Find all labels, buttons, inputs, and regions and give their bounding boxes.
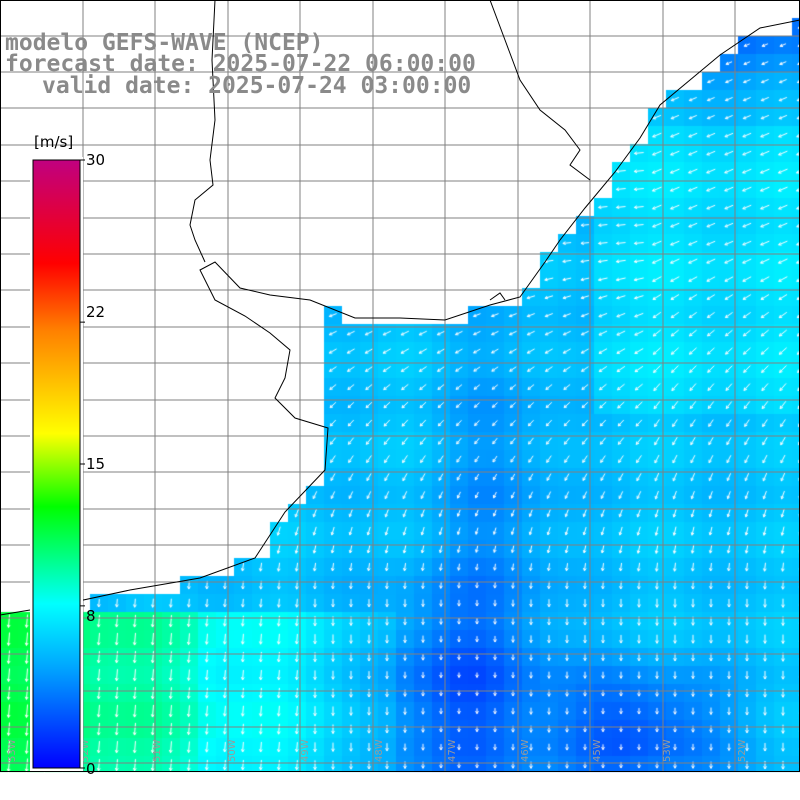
- colorbar-tick-22: 22: [86, 303, 106, 321]
- colorbar-tick-0: 0: [86, 760, 96, 778]
- map-frame: [0, 0, 800, 772]
- longitude-label: 53W: [7, 739, 18, 762]
- coastline: [0, 19, 800, 616]
- longitude-label: 48W: [374, 739, 385, 762]
- colorbar-tick-15: 15: [86, 455, 106, 473]
- country-border-west: [189, 0, 216, 263]
- longitude-label: 46W: [520, 739, 531, 762]
- colorbar: [32, 159, 81, 769]
- longitude-label: 50W: [227, 739, 238, 762]
- longitude-label: 52W: [80, 739, 91, 762]
- colorbar-tick-30: 30: [86, 151, 106, 169]
- longitude-label: 53W: [662, 739, 673, 762]
- longitude-label: 49W: [300, 739, 311, 762]
- model-title: modelo GEFS-WAVE (NCEP): [5, 30, 324, 56]
- forecast-date: forecast date: 2025-07-22 06:00:00: [5, 51, 476, 77]
- longitude-label: 45W: [592, 739, 603, 762]
- island-outline: [489, 292, 506, 301]
- longitude-label: 47W: [447, 739, 458, 762]
- valid-date: valid date: 2025-07-24 03:00:00: [42, 73, 472, 99]
- colorbar-unit: [m/s]: [34, 133, 74, 151]
- colorbar-tick-8: 8: [86, 607, 96, 625]
- country-border-north: [489, 0, 591, 181]
- longitude-label: 52W: [737, 739, 748, 762]
- longitude-label: 51W: [152, 739, 163, 762]
